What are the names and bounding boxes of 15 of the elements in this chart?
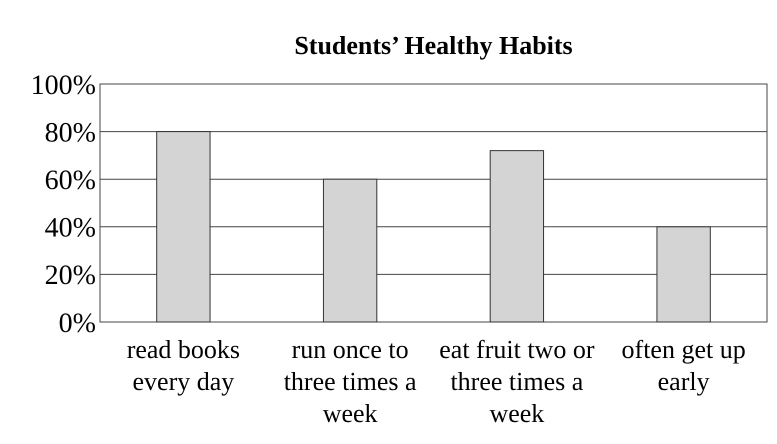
bar [490, 150, 544, 322]
y-tick-label: 0% [58, 308, 96, 339]
bar [156, 131, 211, 322]
x-tick-label: eat fruit two or three times a week [439, 335, 595, 428]
y-tick-label: 80% [44, 117, 96, 148]
x-tick-label: run once to three times a week [284, 335, 417, 428]
bar [656, 226, 711, 322]
x-tick-label: often get up early [622, 335, 746, 396]
y-tick-label: 60% [44, 165, 96, 196]
chart-title: Students’ Healthy Habits [294, 31, 573, 60]
y-tick-label: 40% [44, 212, 96, 244]
bar [322, 178, 378, 322]
x-tick-label: read books every day [126, 335, 240, 396]
y-tick-label: 20% [44, 260, 96, 292]
y-tick-label: 100% [30, 70, 96, 101]
